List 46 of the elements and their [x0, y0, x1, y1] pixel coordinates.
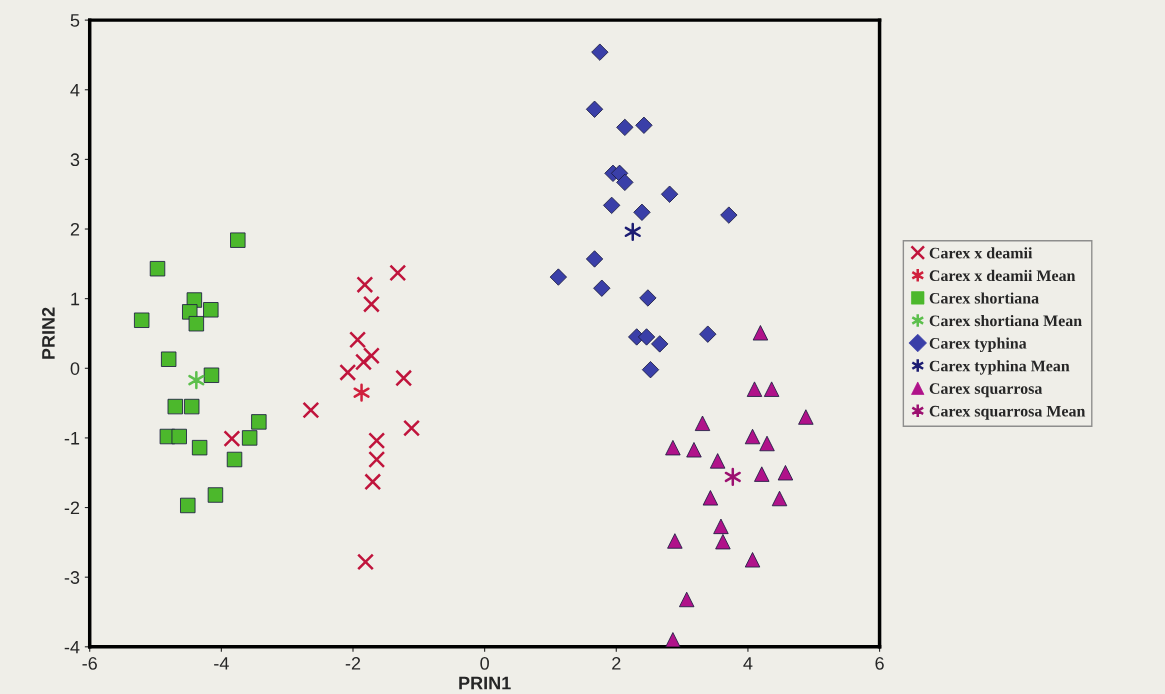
y-tick-label: 1 — [71, 292, 80, 306]
legend-label: Carex typhina — [929, 337, 1027, 353]
point — [339, 363, 357, 381]
legend-label: Carex shortiana Mean — [929, 314, 1082, 327]
point — [389, 264, 407, 282]
x-tick-label: 0 — [480, 657, 489, 670]
legend-label: Carex squarrosa — [929, 383, 1043, 398]
y-tick-label: 0 — [70, 362, 80, 375]
point — [403, 419, 421, 437]
y-tick-label: 2 — [70, 222, 80, 236]
legend-label: Carex squarrosa Mean — [929, 405, 1086, 420]
legend-label: Carex typhina Mean — [929, 360, 1070, 375]
point — [349, 331, 367, 349]
legend-label: Carex x deamii — [929, 247, 1033, 259]
point — [353, 383, 370, 402]
y-tick-label: 5 — [70, 14, 80, 27]
point — [356, 553, 375, 571]
point — [395, 369, 413, 387]
point — [302, 401, 320, 419]
point — [362, 295, 380, 313]
y-tick-label: -1 — [64, 432, 80, 445]
y-tick-label: 3 — [70, 153, 80, 167]
point — [362, 347, 380, 365]
y-tick-label: -4 — [64, 640, 80, 654]
y-tick-label: -3 — [64, 571, 80, 584]
point — [188, 370, 205, 390]
x-tick-label: 2 — [612, 657, 621, 670]
x-tick-label: -6 — [82, 657, 97, 670]
legend-label: Carex shortiana — [929, 292, 1039, 304]
x-axis-title: PRIN1 — [459, 676, 511, 690]
point — [624, 222, 641, 241]
y-axis-title: PRIN2 — [42, 307, 55, 359]
point — [364, 473, 382, 491]
y-tick-label: 4 — [70, 83, 80, 97]
point — [354, 353, 373, 371]
point — [223, 430, 241, 448]
x-tick-label: -2 — [345, 657, 361, 670]
x-tick-label: 4 — [743, 657, 753, 670]
x-tick-label: 6 — [875, 657, 884, 670]
y-tick-label: -2 — [64, 501, 80, 515]
point — [368, 432, 386, 450]
x-tick-label: -4 — [214, 657, 229, 670]
point — [356, 276, 374, 294]
point — [724, 467, 741, 487]
point — [368, 450, 386, 469]
legend-label: Carex x deamii Mean — [929, 269, 1076, 282]
